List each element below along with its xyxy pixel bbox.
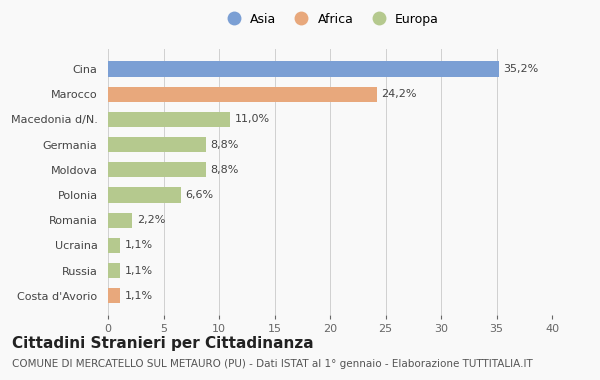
Text: 35,2%: 35,2% <box>503 64 538 74</box>
Text: 1,1%: 1,1% <box>125 266 153 276</box>
Text: 1,1%: 1,1% <box>125 291 153 301</box>
Text: 2,2%: 2,2% <box>137 215 165 225</box>
Text: 24,2%: 24,2% <box>381 89 416 99</box>
Text: 1,1%: 1,1% <box>125 241 153 250</box>
Text: COMUNE DI MERCATELLO SUL METAURO (PU) - Dati ISTAT al 1° gennaio - Elaborazione : COMUNE DI MERCATELLO SUL METAURO (PU) - … <box>12 359 533 369</box>
Bar <box>108 213 133 228</box>
Bar <box>108 238 120 253</box>
Bar <box>108 288 120 303</box>
Bar <box>108 112 230 127</box>
Bar <box>108 187 181 203</box>
Text: 8,8%: 8,8% <box>210 139 238 150</box>
Bar <box>108 263 120 278</box>
Text: Cittadini Stranieri per Cittadinanza: Cittadini Stranieri per Cittadinanza <box>12 336 314 351</box>
Bar <box>108 87 377 102</box>
Text: 6,6%: 6,6% <box>186 190 214 200</box>
Legend: Asia, Africa, Europa: Asia, Africa, Europa <box>217 8 443 31</box>
Bar <box>108 137 206 152</box>
Text: 11,0%: 11,0% <box>235 114 269 124</box>
Bar <box>108 62 499 77</box>
Text: 8,8%: 8,8% <box>210 165 238 175</box>
Bar <box>108 162 206 177</box>
